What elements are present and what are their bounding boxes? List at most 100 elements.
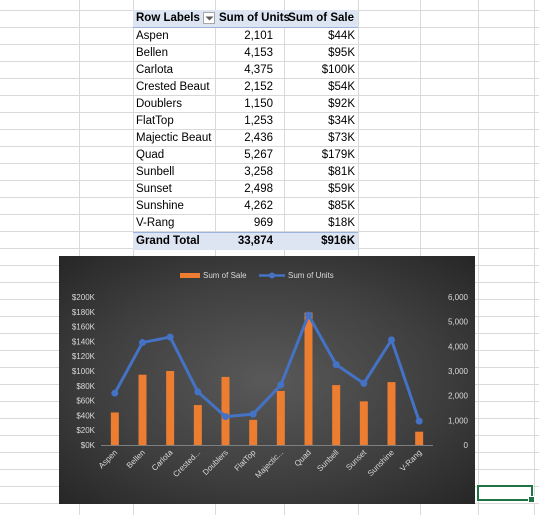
pivot-row-label: Carlota: [136, 64, 174, 76]
pivot-row[interactable]: Doublers 1,150 $92K: [133, 96, 358, 113]
point-sum-of-units: [222, 413, 229, 421]
active-cell[interactable]: [477, 485, 535, 503]
pivot-row-units: 1,150: [244, 98, 273, 110]
pivot-row-units: 2,152: [244, 81, 273, 93]
pivot-row-sale: $18K: [328, 217, 355, 229]
pivot-row[interactable]: FlatTop 1,253 $34K: [133, 113, 358, 130]
pivot-row-sale: $59K: [328, 183, 355, 195]
legend-label-units: Sum of Units: [288, 271, 334, 280]
bar-sum-of-sale: [276, 390, 285, 445]
pivot-table[interactable]: Row Labels Sum of Units Sum of Sale Aspe…: [133, 10, 358, 250]
left-axis-tick-label: $160K: [72, 323, 96, 332]
right-axis-tick-label: 5,000: [448, 318, 469, 327]
pivot-row-label: Sunshine: [136, 200, 184, 212]
pivot-row[interactable]: Sunset 2,498 $59K: [133, 181, 358, 198]
category-label: Crested...: [171, 448, 202, 479]
pivot-row[interactable]: Crested Beaut 2,152 $54K: [133, 79, 358, 96]
pivot-row-units: 2,498: [244, 183, 273, 195]
chart-canvas: $0K $20K $40K $60K $80K $100K $120K $140K $160K $…: [72, 271, 469, 480]
row-labels-header[interactable]: Row Labels: [136, 12, 200, 24]
category-label: Sunshine: [366, 448, 396, 478]
pivot-row[interactable]: Quad 5,267 $179K: [133, 147, 358, 164]
point-sum-of-units: [305, 311, 312, 319]
bar-sum-of-sale: [249, 419, 258, 445]
grand-total-units: 33,874: [237, 235, 273, 247]
point-sum-of-units: [249, 410, 257, 418]
left-axis-tick-label: $180K: [72, 308, 96, 317]
left-axis-tick-label: $120K: [72, 352, 96, 361]
grand-total-sale: $916K: [321, 235, 355, 247]
left-axis-tick-label: $80K: [76, 382, 95, 391]
left-axis-tick-label: $100K: [72, 367, 96, 376]
point-sum-of-units: [277, 381, 285, 389]
pivot-row-sale: $179K: [321, 149, 355, 161]
right-axis-tick-label: 1,000: [448, 416, 469, 425]
legend-swatch-sale: [180, 273, 200, 278]
pivot-row-units: 5,267: [244, 149, 273, 161]
category-label: Bellen: [125, 448, 147, 470]
category-label: Doublers: [201, 448, 230, 477]
pivot-row-label: Doublers: [136, 98, 183, 110]
pivot-row[interactable]: Sunshine 4,262 $85K: [133, 198, 358, 215]
category-label: Sunset: [344, 448, 369, 473]
point-sum-of-units: [194, 388, 202, 396]
pivot-row-sale: $73K: [328, 132, 355, 144]
pivot-header-row: Row Labels Sum of Units Sum of Sale: [133, 10, 358, 28]
bar-sum-of-sale: [415, 431, 424, 445]
bar-sum-of-sale: [332, 385, 341, 445]
grand-total-label: Grand Total: [136, 235, 200, 247]
right-axis-tick-label: 4,000: [448, 342, 469, 351]
pivot-body: Aspen 2,101 $44K Bellen 4,153 $95K Carlota 4,37…: [133, 28, 358, 232]
pivot-row-units: 4,375: [244, 64, 273, 76]
left-axis-tick-label: $200K: [72, 293, 96, 302]
pivot-row-sale: $100K: [321, 64, 355, 76]
bar-sum-of-sale: [304, 312, 313, 445]
pivot-row[interactable]: Majectic Beaut 2,436 $73K: [133, 130, 358, 147]
filter-dropdown-button[interactable]: [203, 12, 215, 24]
right-axis-tick-label: 3,000: [448, 367, 469, 376]
category-label: Carlota: [150, 448, 175, 473]
pivot-row-units: 4,153: [244, 47, 273, 59]
pivot-row[interactable]: Bellen 4,153 $95K: [133, 45, 358, 62]
pivot-row-label: Majectic Beaut: [136, 132, 212, 144]
pivot-row-label: Bellen: [136, 47, 168, 59]
category-label: V-Rang: [398, 448, 423, 473]
pivot-row-sale: $92K: [328, 98, 355, 110]
point-sum-of-units: [139, 339, 146, 347]
point-sum-of-units: [415, 417, 423, 425]
pivot-row[interactable]: V-Rang 969 $18K: [133, 215, 358, 232]
bar-sum-of-sale: [193, 405, 202, 445]
point-sum-of-units: [111, 389, 119, 397]
pivot-row-sale: $54K: [328, 81, 355, 93]
sum-of-sale-header[interactable]: Sum of Sale: [288, 12, 354, 24]
pivot-row-sale: $44K: [328, 30, 355, 42]
fill-handle[interactable]: [528, 496, 535, 503]
pivot-row-units: 2,101: [244, 30, 273, 42]
pivot-row-label: Sunset: [136, 183, 172, 195]
bar-sum-of-sale: [387, 382, 396, 445]
category-label: Quad: [293, 448, 313, 468]
pivot-row[interactable]: Aspen 2,101 $44K: [133, 28, 358, 45]
left-axis-tick-label: $60K: [76, 397, 95, 406]
right-axis-tick-label: 6,000: [448, 293, 469, 302]
pivot-row-sale: $95K: [328, 47, 355, 59]
line-sum-of-units: [113, 313, 421, 422]
pivot-row[interactable]: Sunbell 3,258 $81K: [133, 164, 358, 181]
bar-sum-of-sale: [221, 376, 230, 445]
category-label: FlatTop: [233, 448, 258, 473]
pivot-grand-total-row[interactable]: Grand Total 33,874 $916K: [133, 232, 358, 250]
sum-of-units-header[interactable]: Sum of Units: [219, 12, 290, 24]
combo-chart[interactable]: $0K $20K $40K $60K $80K $100K $120K $140K $160K $…: [59, 256, 475, 504]
pivot-row[interactable]: Carlota 4,375 $100K: [133, 62, 358, 79]
left-axis-tick-label: $0K: [81, 441, 96, 450]
pivot-row-units: 969: [253, 217, 273, 229]
pivot-row-label: FlatTop: [136, 115, 174, 127]
pivot-row-sale: $81K: [328, 166, 355, 178]
left-axis-tick-label: $40K: [76, 411, 95, 420]
bar-sum-of-sale: [359, 401, 368, 445]
point-sum-of-units: [360, 379, 368, 387]
point-sum-of-units: [166, 333, 174, 341]
pivot-row-label: Crested Beaut: [136, 81, 210, 93]
bar-sum-of-sale: [166, 371, 175, 445]
pivot-row-sale: $34K: [328, 115, 355, 127]
